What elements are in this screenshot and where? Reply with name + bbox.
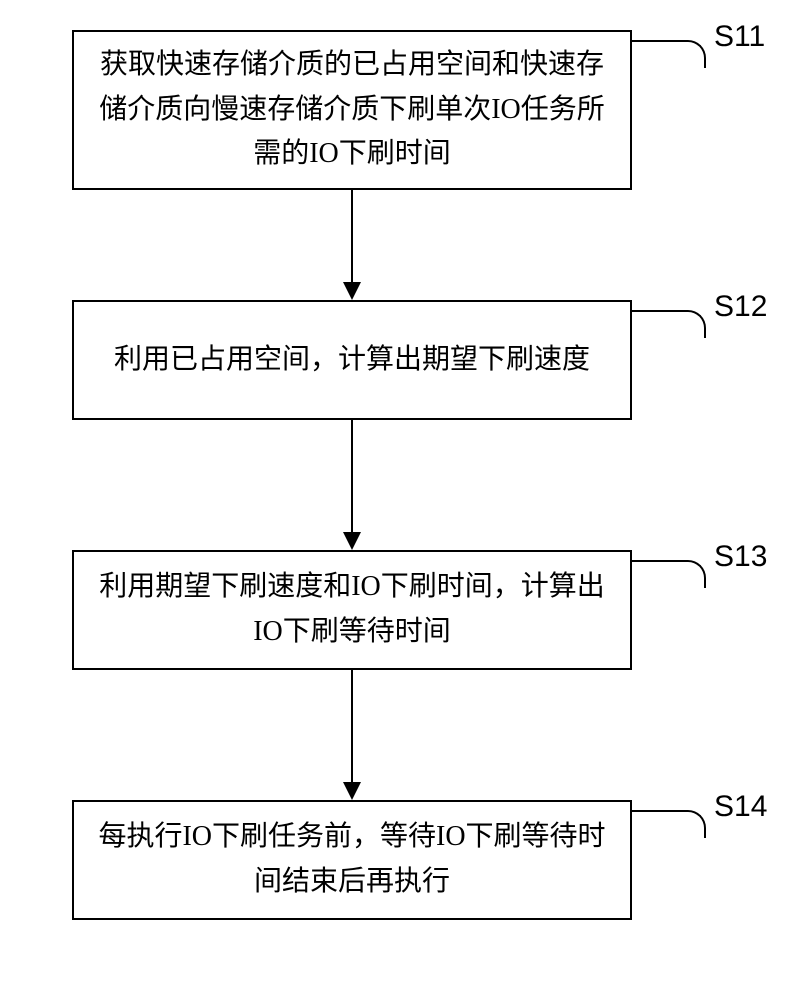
lead-hook	[678, 310, 706, 338]
step-box-S11: 获取快速存储介质的已占用空间和快速存储介质向慢速存储介质下刷单次IO任务所需的I…	[72, 30, 632, 190]
arrow-line	[351, 670, 353, 782]
step-label-S12: S12	[714, 290, 767, 324]
step-box-S13: 利用期望下刷速度和IO下刷时间，计算出IO下刷等待时间	[72, 550, 632, 670]
lead-hook	[678, 560, 706, 588]
lead-hook	[678, 40, 706, 68]
arrow-line	[351, 420, 353, 532]
arrow-head-icon	[343, 782, 361, 800]
step-text: 利用期望下刷速度和IO下刷时间，计算出IO下刷等待时间	[90, 565, 614, 655]
step-box-S14: 每执行IO下刷任务前，等待IO下刷等待时间结束后再执行	[72, 800, 632, 920]
lead-line	[632, 560, 680, 562]
lead-hook	[678, 810, 706, 838]
step-label-S14: S14	[714, 790, 767, 824]
step-box-S12: 利用已占用空间，计算出期望下刷速度	[72, 300, 632, 420]
arrow-head-icon	[343, 532, 361, 550]
lead-line	[632, 40, 680, 42]
step-text: 每执行IO下刷任务前，等待IO下刷等待时间结束后再执行	[90, 815, 614, 905]
arrow-line	[351, 190, 353, 282]
step-label-S13: S13	[714, 540, 767, 574]
lead-line	[632, 810, 680, 812]
arrow-head-icon	[343, 282, 361, 300]
step-text: 利用已占用空间，计算出期望下刷速度	[114, 338, 590, 383]
lead-line	[632, 310, 680, 312]
step-text: 获取快速存储介质的已占用空间和快速存储介质向慢速存储介质下刷单次IO任务所需的I…	[90, 43, 614, 177]
step-label-S11: S11	[714, 20, 765, 54]
